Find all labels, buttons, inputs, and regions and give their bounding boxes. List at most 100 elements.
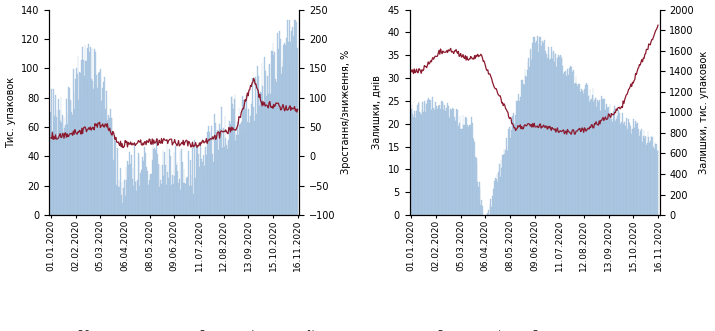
Bar <box>185 184 186 215</box>
Bar <box>236 135 237 215</box>
Bar <box>91 79 92 215</box>
Bar <box>432 109 433 215</box>
Bar <box>414 111 415 215</box>
Bar <box>433 108 434 215</box>
Bar <box>256 114 257 215</box>
Bar <box>160 180 161 215</box>
Bar <box>633 127 634 215</box>
Bar <box>607 108 608 215</box>
Bar <box>503 149 504 215</box>
Bar <box>77 56 79 215</box>
Bar <box>570 67 571 215</box>
Bar <box>176 165 177 215</box>
Legend: Обсяги споживання, Зростання/зниження, %: Обсяги споживання, Зростання/зниження, % <box>54 327 319 331</box>
Bar <box>521 80 522 215</box>
Bar <box>270 94 271 215</box>
Bar <box>126 167 127 215</box>
Y-axis label: Залишки, тис. упаковок: Залишки, тис. упаковок <box>699 51 709 174</box>
Bar <box>479 182 480 215</box>
Bar <box>620 125 621 215</box>
Bar <box>162 165 163 215</box>
Bar <box>207 141 208 215</box>
Bar <box>584 89 585 215</box>
Bar <box>179 151 180 215</box>
Bar <box>573 70 574 215</box>
Bar <box>165 165 166 215</box>
Bar <box>258 76 259 215</box>
Bar <box>154 148 155 215</box>
Bar <box>268 94 269 215</box>
Bar <box>296 22 297 215</box>
Bar <box>630 126 631 215</box>
Bar <box>73 70 74 215</box>
Bar <box>549 61 550 215</box>
Bar <box>119 187 120 215</box>
Bar <box>461 129 462 215</box>
Bar <box>61 123 62 215</box>
Bar <box>287 20 288 215</box>
Bar <box>120 168 121 215</box>
Bar <box>174 176 175 215</box>
Bar <box>558 56 559 215</box>
Bar <box>555 53 556 215</box>
Bar <box>183 183 184 215</box>
Bar <box>575 83 576 215</box>
Bar <box>248 109 249 215</box>
Bar <box>581 89 582 215</box>
Bar <box>626 132 628 215</box>
Bar <box>557 58 558 215</box>
Bar <box>500 160 501 215</box>
Bar <box>136 181 137 215</box>
Bar <box>534 37 535 215</box>
Bar <box>507 151 508 215</box>
Bar <box>281 74 282 215</box>
Bar <box>292 45 293 215</box>
Bar <box>276 85 277 215</box>
Bar <box>285 45 286 215</box>
Bar <box>496 179 497 215</box>
Bar <box>541 55 542 215</box>
Bar <box>240 123 241 215</box>
Bar <box>466 118 468 215</box>
Bar <box>147 171 148 215</box>
Bar <box>140 173 141 215</box>
Bar <box>590 89 591 215</box>
Bar <box>275 79 276 215</box>
Bar <box>469 125 470 215</box>
Bar <box>499 164 500 215</box>
Bar <box>122 203 123 215</box>
Bar <box>554 62 555 215</box>
Bar <box>598 100 600 215</box>
Bar <box>199 144 201 215</box>
Bar <box>431 110 432 215</box>
Bar <box>447 103 448 215</box>
Bar <box>295 20 296 215</box>
Bar <box>242 96 243 215</box>
Bar <box>104 123 105 215</box>
Bar <box>611 119 612 215</box>
Bar <box>101 101 102 215</box>
Bar <box>67 113 69 215</box>
Bar <box>264 57 265 215</box>
Bar <box>156 159 157 215</box>
Bar <box>62 115 63 215</box>
Bar <box>529 67 530 215</box>
Bar <box>192 148 193 215</box>
Bar <box>583 94 584 215</box>
Bar <box>229 140 230 215</box>
Bar <box>585 85 586 215</box>
Bar <box>535 51 536 215</box>
Bar <box>593 102 594 215</box>
Bar <box>283 45 284 215</box>
Bar <box>223 128 224 215</box>
Bar <box>615 121 616 215</box>
Bar <box>293 36 294 215</box>
Bar <box>145 153 146 215</box>
Bar <box>442 102 443 215</box>
Bar <box>269 65 270 215</box>
Bar <box>81 92 82 215</box>
Bar <box>279 31 280 215</box>
Bar <box>487 214 488 215</box>
Bar <box>158 164 159 215</box>
Bar <box>655 144 656 215</box>
